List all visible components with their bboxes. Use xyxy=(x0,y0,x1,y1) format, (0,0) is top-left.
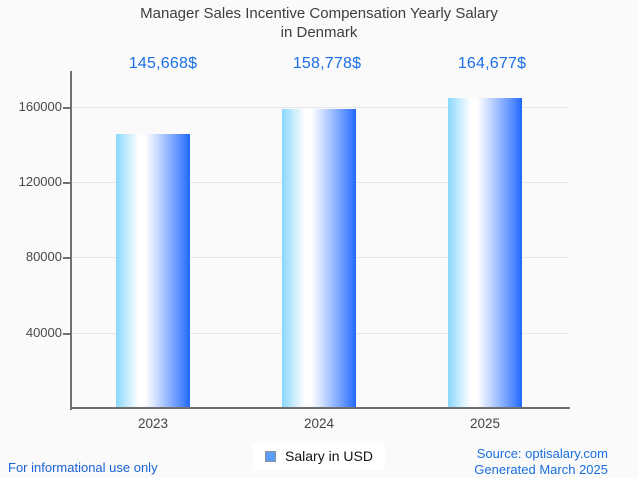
y-axis-tick-40000 xyxy=(63,333,71,335)
plot-area: 2023 2024 2025 xyxy=(63,71,570,431)
legend-swatch-icon xyxy=(265,450,277,462)
bar-value-label-2023: 145,668$ xyxy=(128,55,198,72)
x-axis-line xyxy=(70,407,570,409)
y-axis-line xyxy=(70,71,72,410)
y-axis-tick-label-160000: 160000 xyxy=(18,99,62,114)
gridline-160000 xyxy=(71,107,569,108)
y-axis-tick-label-40000: 40000 xyxy=(25,325,62,340)
bar-2023 xyxy=(116,133,190,408)
y-axis-tick-80000 xyxy=(63,257,71,259)
x-axis-label-2025: 2025 xyxy=(469,416,501,431)
x-axis-label-2024: 2024 xyxy=(303,416,335,431)
generated-line: Generated March 2025 xyxy=(474,462,608,477)
bar-value-label-2025: 164,677$ xyxy=(457,55,527,72)
y-axis-tick-120000 xyxy=(63,182,71,184)
x-axis-label-2023: 2023 xyxy=(137,416,169,431)
disclaimer-text: For informational use only xyxy=(8,460,158,475)
legend: Salary in USD xyxy=(253,443,385,470)
y-axis-tick-label-120000: 120000 xyxy=(18,174,62,189)
y-axis-tick-label-80000: 80000 xyxy=(25,249,62,264)
source-line: Source: optisalary.com xyxy=(476,446,608,461)
chart-title-line2: in Denmark xyxy=(280,24,358,41)
legend-label: Salary in USD xyxy=(285,448,373,464)
bar-2024 xyxy=(282,109,356,408)
source-attribution: Source: optisalary.com Generated March 2… xyxy=(474,446,608,478)
y-axis-tick-160000 xyxy=(63,107,71,109)
bar-2025 xyxy=(448,98,522,408)
chart-title-line1: Manager Sales Incentive Compensation Yea… xyxy=(140,5,498,22)
bar-value-label-2024: 158,778$ xyxy=(292,55,362,72)
chart-title: Manager Sales Incentive Compensation Yea… xyxy=(0,4,638,42)
